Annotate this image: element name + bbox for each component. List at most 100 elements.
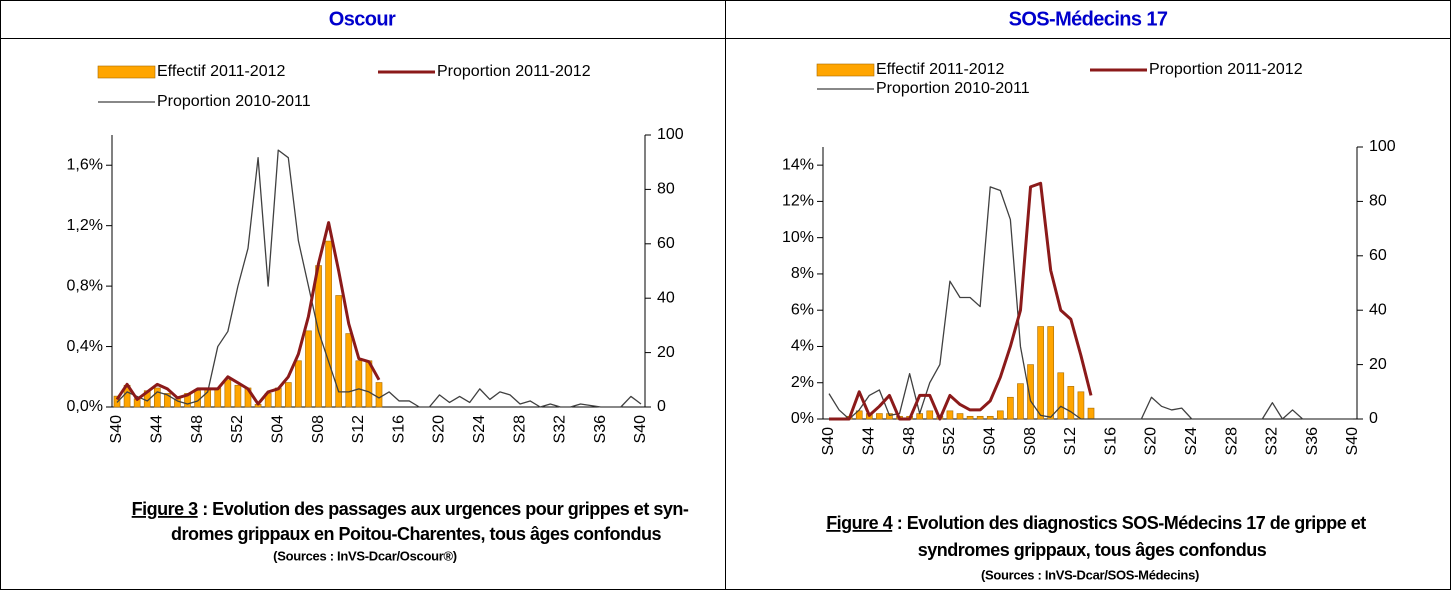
x-tick-label: S16: [390, 415, 407, 444]
x-tick-label: S20: [431, 415, 448, 444]
x-tick-label: S08: [1022, 427, 1039, 456]
y2-tick-label: 0: [1369, 410, 1378, 427]
caption: Figure 3 : Evolution des passages aux ur…: [132, 499, 689, 519]
source: (Sources : InVS-Dcar/SOS-Médecins): [981, 567, 1199, 582]
caption-line: syndromes grippaux, tous âges confondus: [918, 540, 1267, 560]
x-tick-label: S48: [189, 415, 206, 444]
bar: [926, 410, 934, 420]
bar: [345, 333, 353, 408]
x-tick-label: S32: [552, 415, 569, 444]
y-tick-label: 12%: [782, 193, 814, 210]
bar: [164, 393, 171, 408]
y-tick-label: 10%: [782, 229, 814, 246]
source: (Sources : InVS-Dcar/Oscour®): [273, 548, 457, 563]
bar: [325, 240, 332, 408]
caption-line: : Evolution des passages aux urgences po…: [198, 499, 689, 519]
y2-tick-label: 60: [657, 235, 675, 252]
bar: [1017, 383, 1024, 420]
x-tick-label: S44: [149, 415, 166, 444]
x-tick-label: S08: [310, 415, 327, 444]
y2-tick-label: 100: [657, 126, 684, 143]
y2-tick-label: 20: [1369, 356, 1387, 373]
bar: [916, 413, 924, 420]
y-tick-label: 14%: [782, 156, 814, 173]
legend-label: Proportion 2011-2012: [437, 63, 591, 80]
legend-swatch: [97, 65, 156, 79]
x-tick-label: S04: [269, 415, 286, 444]
legend-label: Proportion 2010-2011: [157, 93, 311, 110]
y2-tick-label: 0: [657, 398, 666, 415]
x-tick-label: S40: [1344, 427, 1361, 456]
y2-tick-label: 20: [657, 344, 675, 361]
bar: [1047, 326, 1055, 420]
y2-tick-label: 80: [657, 181, 675, 198]
legend-label: Proportion 2010-2011: [876, 80, 1030, 97]
panel-title: Oscour: [329, 8, 396, 30]
bar: [855, 410, 863, 420]
bar: [1037, 326, 1044, 420]
bar: [976, 415, 984, 420]
bar: [224, 379, 232, 408]
bar: [355, 360, 363, 408]
legend-label: Proportion 2011-2012: [1149, 61, 1303, 78]
x-tick-label: S24: [471, 415, 488, 444]
x-tick-label: S24: [1183, 427, 1200, 456]
bar: [214, 387, 222, 408]
x-tick-label: S36: [592, 415, 609, 444]
x-tick-label: S12: [350, 415, 367, 444]
x-tick-label: S36: [1304, 427, 1321, 456]
y-tick-label: 0,8%: [67, 277, 103, 294]
x-tick-label: S12: [1062, 427, 1079, 456]
bar: [335, 295, 343, 408]
line-series: [116, 149, 642, 408]
x-tick-label: S16: [1102, 427, 1119, 456]
legend-label: Effectif 2011-2012: [876, 61, 1004, 78]
bar: [956, 413, 964, 420]
bar: [986, 415, 994, 420]
x-tick-label: S20: [1143, 427, 1160, 456]
y-tick-label: 8%: [791, 265, 814, 282]
y-tick-label: 1,2%: [67, 217, 103, 234]
x-tick-label: S28: [1223, 427, 1240, 456]
line-series: [115, 221, 381, 406]
bar: [1067, 386, 1075, 420]
bar: [966, 415, 974, 420]
y2-tick-label: 40: [1369, 301, 1387, 318]
bar: [996, 410, 1004, 420]
x-tick-label: S04: [981, 427, 998, 456]
x-tick-label: S28: [511, 415, 528, 444]
x-tick-label: S32: [1264, 427, 1281, 456]
y-tick-label: 4%: [791, 338, 814, 355]
y-tick-label: 0%: [791, 410, 814, 427]
y2-tick-label: 40: [657, 289, 675, 306]
bar: [305, 330, 312, 408]
bar: [295, 360, 302, 408]
bar: [1077, 391, 1085, 420]
figure-label: Figure 3: [132, 499, 199, 519]
x-tick-label: S40: [632, 415, 649, 444]
x-tick-label: S40: [820, 427, 837, 456]
x-tick-label: S44: [861, 427, 878, 456]
y-tick-label: 2%: [791, 374, 814, 391]
x-tick-label: S52: [941, 427, 958, 456]
x-tick-label: S48: [901, 427, 918, 456]
y-tick-label: 0,4%: [67, 338, 103, 355]
bar: [1087, 407, 1095, 420]
y2-tick-label: 60: [1369, 247, 1387, 264]
legend-label: Effectif 2011-2012: [157, 63, 285, 80]
bar: [1007, 396, 1014, 420]
y-tick-label: 6%: [791, 301, 814, 318]
bar: [886, 413, 893, 420]
bar: [284, 382, 292, 408]
x-tick-label: S40: [108, 415, 125, 444]
bar: [1057, 372, 1065, 420]
line-series: [828, 186, 1353, 420]
caption: Figure 4 : Evolution des diagnostics SOS…: [826, 513, 1366, 533]
y2-tick-label: 100: [1369, 138, 1396, 155]
caption-line: : Evolution des diagnostics SOS-Médecins…: [892, 513, 1366, 533]
y-tick-label: 0,0%: [67, 398, 103, 415]
bar: [153, 387, 161, 408]
figure-label: Figure 4: [826, 513, 893, 533]
x-tick-label: S52: [229, 415, 246, 444]
